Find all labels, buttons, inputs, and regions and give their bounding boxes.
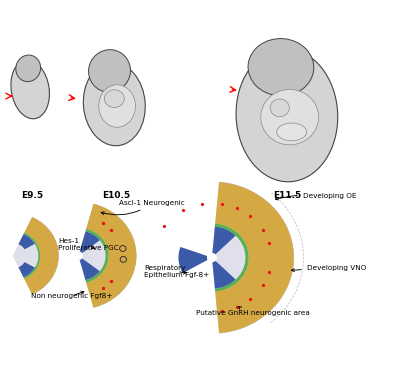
Ellipse shape xyxy=(248,39,314,96)
Polygon shape xyxy=(18,234,35,249)
Polygon shape xyxy=(178,247,208,273)
Text: Developing OE: Developing OE xyxy=(276,193,356,200)
Circle shape xyxy=(74,252,83,260)
Polygon shape xyxy=(86,229,108,283)
Text: E11.5: E11.5 xyxy=(274,191,302,200)
Text: Ascl-1 Neurogenic: Ascl-1 Neurogenic xyxy=(101,200,185,215)
Ellipse shape xyxy=(88,50,130,92)
Polygon shape xyxy=(215,182,294,333)
Ellipse shape xyxy=(270,99,289,117)
Ellipse shape xyxy=(11,60,50,119)
Polygon shape xyxy=(215,224,249,292)
Text: E9.5: E9.5 xyxy=(22,191,44,200)
Ellipse shape xyxy=(83,63,145,146)
Polygon shape xyxy=(78,204,136,308)
Polygon shape xyxy=(80,258,100,280)
Polygon shape xyxy=(24,217,58,294)
Ellipse shape xyxy=(277,123,307,141)
Ellipse shape xyxy=(99,85,136,127)
Ellipse shape xyxy=(236,49,338,182)
Text: E10.5: E10.5 xyxy=(102,191,130,200)
Polygon shape xyxy=(212,182,294,333)
Polygon shape xyxy=(86,204,136,308)
Ellipse shape xyxy=(16,55,40,82)
Text: Putative GnRH neurogenic area: Putative GnRH neurogenic area xyxy=(196,306,310,316)
Text: Developing VNO: Developing VNO xyxy=(292,265,366,272)
Ellipse shape xyxy=(104,90,124,108)
Polygon shape xyxy=(18,262,35,277)
Ellipse shape xyxy=(261,89,318,145)
Polygon shape xyxy=(24,233,40,279)
Text: Hes-1
Proliferative PGC: Hes-1 Proliferative PGC xyxy=(58,238,119,251)
Polygon shape xyxy=(80,232,100,253)
Text: Non neurogenic Fgf8+: Non neurogenic Fgf8+ xyxy=(30,291,112,299)
Circle shape xyxy=(207,253,217,262)
Text: Respiratory
Epithelium Fgf-8+: Respiratory Epithelium Fgf-8+ xyxy=(144,265,210,278)
Polygon shape xyxy=(13,217,58,294)
Polygon shape xyxy=(212,227,236,255)
Polygon shape xyxy=(212,261,236,289)
